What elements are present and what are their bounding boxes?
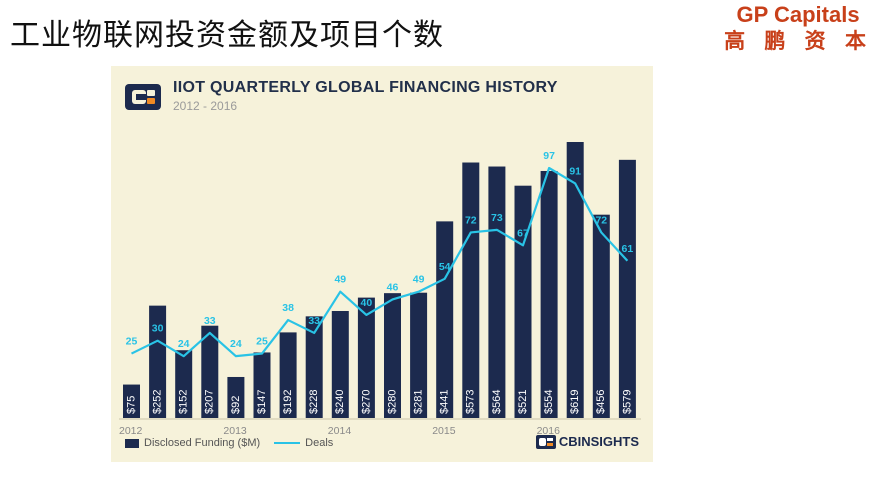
- brand-name-cn: 高 鹏 资 本: [724, 29, 872, 53]
- bar-value-label: $579: [621, 390, 633, 414]
- bar-value-label: $281: [413, 390, 425, 414]
- bar-funding: [462, 162, 480, 418]
- deals-value-label: 33: [204, 315, 216, 327]
- deals-value-label: 38: [282, 302, 294, 314]
- bar-funding: [305, 316, 323, 418]
- bar-value-label: $252: [152, 390, 164, 414]
- x-tick-label: 2012: [119, 425, 143, 437]
- deals-value-label: 54: [439, 261, 451, 273]
- bar-value-label: $456: [595, 390, 607, 414]
- bar-value-label: $564: [491, 390, 503, 414]
- bar-funding: [357, 297, 375, 418]
- bar-funding: [227, 376, 245, 418]
- deals-value-label: 49: [413, 274, 425, 286]
- bar-value-label: $207: [204, 390, 216, 414]
- bar-value-label: $75: [125, 396, 137, 414]
- bar-funding: [149, 305, 167, 418]
- bar-funding: [488, 166, 506, 418]
- bar-funding: [175, 350, 193, 418]
- deals-value-label: 49: [334, 274, 346, 286]
- chart-panel: IIOT QUARTERLY GLOBAL FINANCING HISTORY …: [111, 66, 653, 462]
- deals-value-label: 97: [543, 150, 555, 162]
- bar-value-label: $280: [386, 390, 398, 414]
- x-tick-label: 2013: [223, 425, 247, 437]
- x-tick-label: 2016: [537, 425, 561, 437]
- deals-value-label: 73: [491, 212, 503, 224]
- bar-value-label: $152: [178, 390, 190, 414]
- bar-value-label: $270: [360, 390, 372, 414]
- chart-subtitle: 2012 - 2016: [173, 99, 238, 113]
- brand-name-en: GP Capitals: [736, 2, 860, 27]
- bar-value-label: $92: [230, 396, 242, 414]
- deals-value-label: 25: [126, 336, 138, 348]
- bar-value-label: $521: [517, 390, 529, 414]
- bar-funding: [618, 159, 636, 419]
- source-brand: CBINSIGHTS: [535, 434, 639, 449]
- deals-value-label: 33: [308, 315, 320, 327]
- bar-funding: [253, 352, 271, 418]
- deals-value-label: 24: [230, 338, 242, 350]
- brand-logo: GP Capitals 高 鹏 资 本: [724, 2, 872, 54]
- deals-value-label: 30: [152, 323, 164, 335]
- deals-value-label: 72: [465, 214, 477, 226]
- legend-funding-label: Disclosed Funding ($M): [144, 437, 261, 449]
- bar-funding: [331, 310, 349, 418]
- deals-value-label: 25: [256, 336, 268, 348]
- bar-funding: [123, 384, 140, 418]
- deals-value-label: 40: [361, 297, 373, 309]
- x-tick-label: 2015: [432, 425, 456, 437]
- bar-funding: [514, 185, 532, 418]
- bar-value-label: $573: [465, 390, 477, 414]
- chart-legend: Disclosed Funding ($M) Deals: [125, 437, 333, 449]
- bar-value-label: $619: [569, 390, 581, 414]
- bar-funding: [279, 332, 297, 418]
- bar-value-label: $192: [282, 390, 294, 414]
- x-tick-label: 2014: [328, 425, 352, 437]
- bar-funding: [566, 142, 584, 418]
- deals-line: [131, 166, 629, 358]
- bar-value-label: $441: [439, 390, 451, 414]
- bar-funding: [436, 221, 454, 418]
- legend-deals-swatch: [274, 442, 301, 444]
- chart-plot: $75 $252 $152 $207 $92 $147 $192 $228 $240 $270 $2…: [119, 142, 641, 437]
- bar-value-label: $240: [334, 390, 346, 414]
- source-label: CBINSIGHTS: [558, 434, 639, 449]
- deals-value-label: 46: [387, 281, 399, 293]
- bar-value-label: $147: [256, 390, 268, 414]
- deals-value-label: 24: [178, 338, 190, 350]
- chart-title: IIOT QUARTERLY GLOBAL FINANCING HISTORY: [173, 79, 558, 96]
- deals-value-label: 91: [569, 165, 581, 177]
- deals-value-label: 72: [595, 214, 607, 226]
- legend-funding-swatch: [125, 438, 139, 448]
- bar-funding: [410, 292, 428, 418]
- bar-funding: [384, 293, 401, 418]
- cbinsights-mark-icon: [535, 434, 556, 449]
- bar-value-label: $554: [543, 390, 555, 414]
- bar-funding: [592, 214, 610, 418]
- bar-funding: [540, 170, 558, 418]
- bar-funding: [201, 325, 219, 418]
- bar-value-label: $228: [308, 390, 320, 414]
- deals-value-label: 61: [622, 243, 634, 255]
- deals-value-label: 67: [517, 227, 529, 239]
- legend-deals-label: Deals: [305, 437, 334, 449]
- slide-title: 工业物联网投资金额及项目个数: [10, 18, 444, 53]
- cbinsights-logo-icon: [125, 84, 161, 110]
